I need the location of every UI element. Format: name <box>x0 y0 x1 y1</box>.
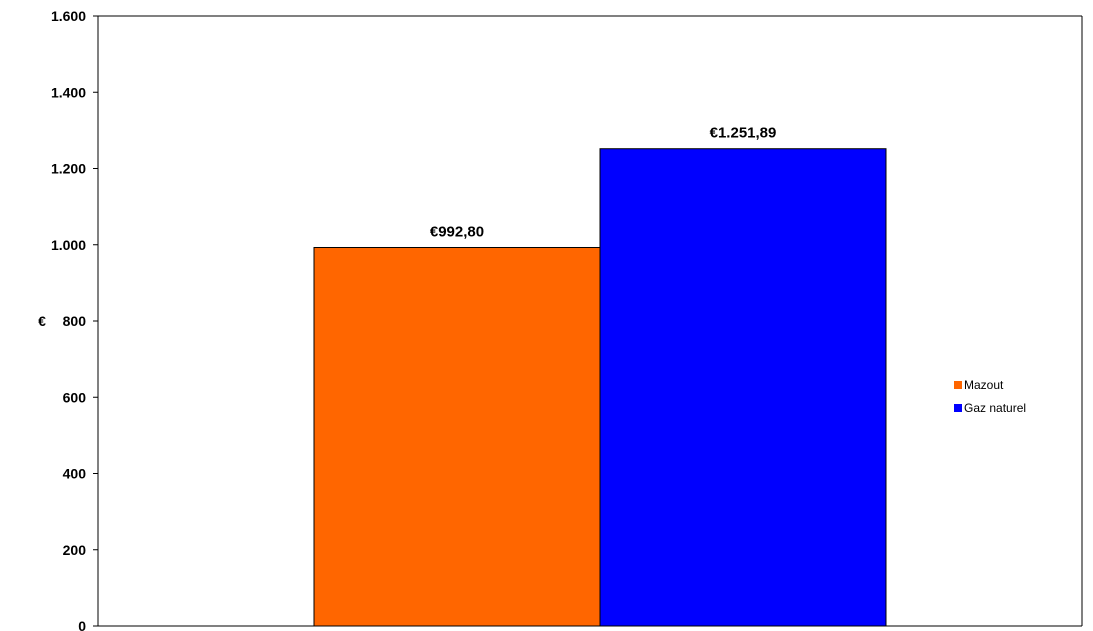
legend-swatch-gaz-naturel <box>954 404 962 412</box>
data-label-gaz-naturel: €1.251,89 <box>710 125 777 142</box>
legend-swatch-mazout <box>954 381 962 389</box>
bars <box>313 148 887 627</box>
y-tick-label: 800 <box>63 313 87 329</box>
data-label-mazout: €992,80 <box>430 223 484 240</box>
y-tick-label: 1.000 <box>51 237 86 253</box>
y-axis-title: € <box>38 313 46 329</box>
y-tick-label: 1.200 <box>51 161 86 177</box>
data-labels: €992,80 €1.251,89 <box>430 125 776 241</box>
y-tick-label: 600 <box>63 389 87 405</box>
legend-label-mazout: Mazout <box>964 378 1004 392</box>
bar-mazout <box>313 246 601 627</box>
y-tick-label: 1.400 <box>51 84 86 100</box>
plot-area <box>98 15 1083 626</box>
y-tick-label: 0 <box>78 618 86 631</box>
y-axis: 0 200 400 600 800 1.000 1.200 1.400 1.600 <box>51 8 1082 631</box>
y-tick-label: 200 <box>63 542 87 558</box>
y-tick-label: 1.600 <box>51 8 86 24</box>
y-tick-label: 400 <box>63 466 87 482</box>
bar-gaz-naturel <box>599 148 887 627</box>
legend: Mazout Gaz naturel <box>954 378 1026 415</box>
legend-label-gaz-naturel: Gaz naturel <box>964 401 1026 415</box>
